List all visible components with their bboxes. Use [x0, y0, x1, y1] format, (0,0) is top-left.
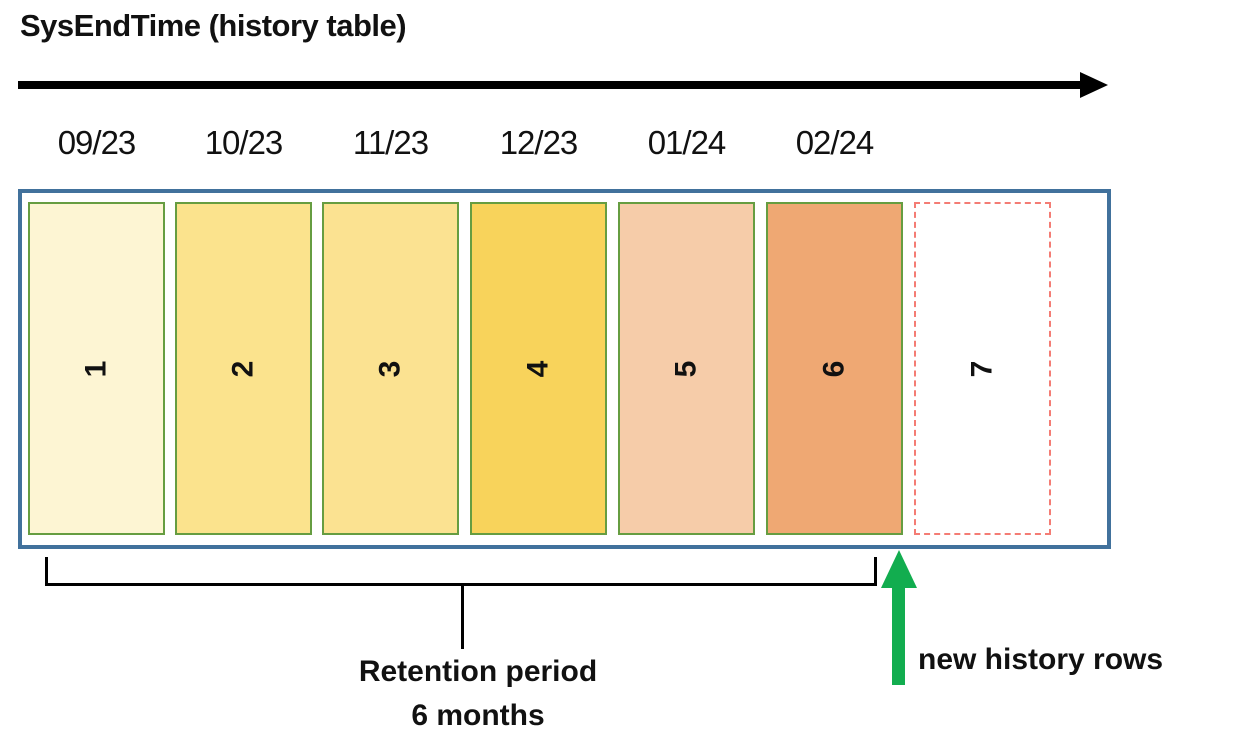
new-history-rows-label: new history rows — [918, 643, 1164, 676]
partition-4-number: 4 — [521, 360, 555, 377]
partition-7-number: 7 — [965, 360, 999, 377]
retention-caption: Retention period 6 months — [318, 650, 638, 738]
partition-6-number: 6 — [817, 360, 851, 377]
month-label-3: 11/23 — [352, 124, 429, 161]
partition-5-number: 5 — [669, 360, 703, 377]
new-rows-arrow-shaft — [892, 586, 905, 685]
month-label-6: 02/24 — [795, 124, 875, 161]
month-label-2: 10/23 — [204, 124, 284, 161]
timeline-arrowhead-icon — [1080, 72, 1108, 98]
partition-1-number: 1 — [79, 360, 113, 377]
partition-3: 3 — [322, 202, 459, 535]
partition-4: 4 — [470, 202, 607, 535]
timeline-axis — [18, 81, 1082, 89]
partition-6: 6 — [766, 202, 903, 535]
month-label-1: 09/23 — [57, 124, 137, 161]
partition-7-future-dashed: 7 — [914, 202, 1051, 535]
diagram-title: SysEndTime (history table) — [20, 8, 407, 43]
month-label-4: 12/23 — [499, 124, 579, 161]
partition-2: 2 — [175, 202, 312, 535]
retention-bracket-left-tick — [45, 557, 48, 586]
month-label-5: 01/24 — [647, 124, 727, 161]
retention-bracket-center-tick — [461, 583, 464, 649]
partition-5: 5 — [618, 202, 755, 535]
partition-1: 1 — [28, 202, 165, 535]
up-arrow-icon — [881, 550, 917, 588]
partition-3-number: 3 — [373, 360, 407, 377]
partition-2-number: 2 — [226, 360, 260, 377]
retention-caption-line2: 6 months — [411, 699, 545, 732]
retention-caption-line1: Retention period — [358, 655, 598, 688]
retention-bracket-right-tick — [874, 557, 877, 586]
